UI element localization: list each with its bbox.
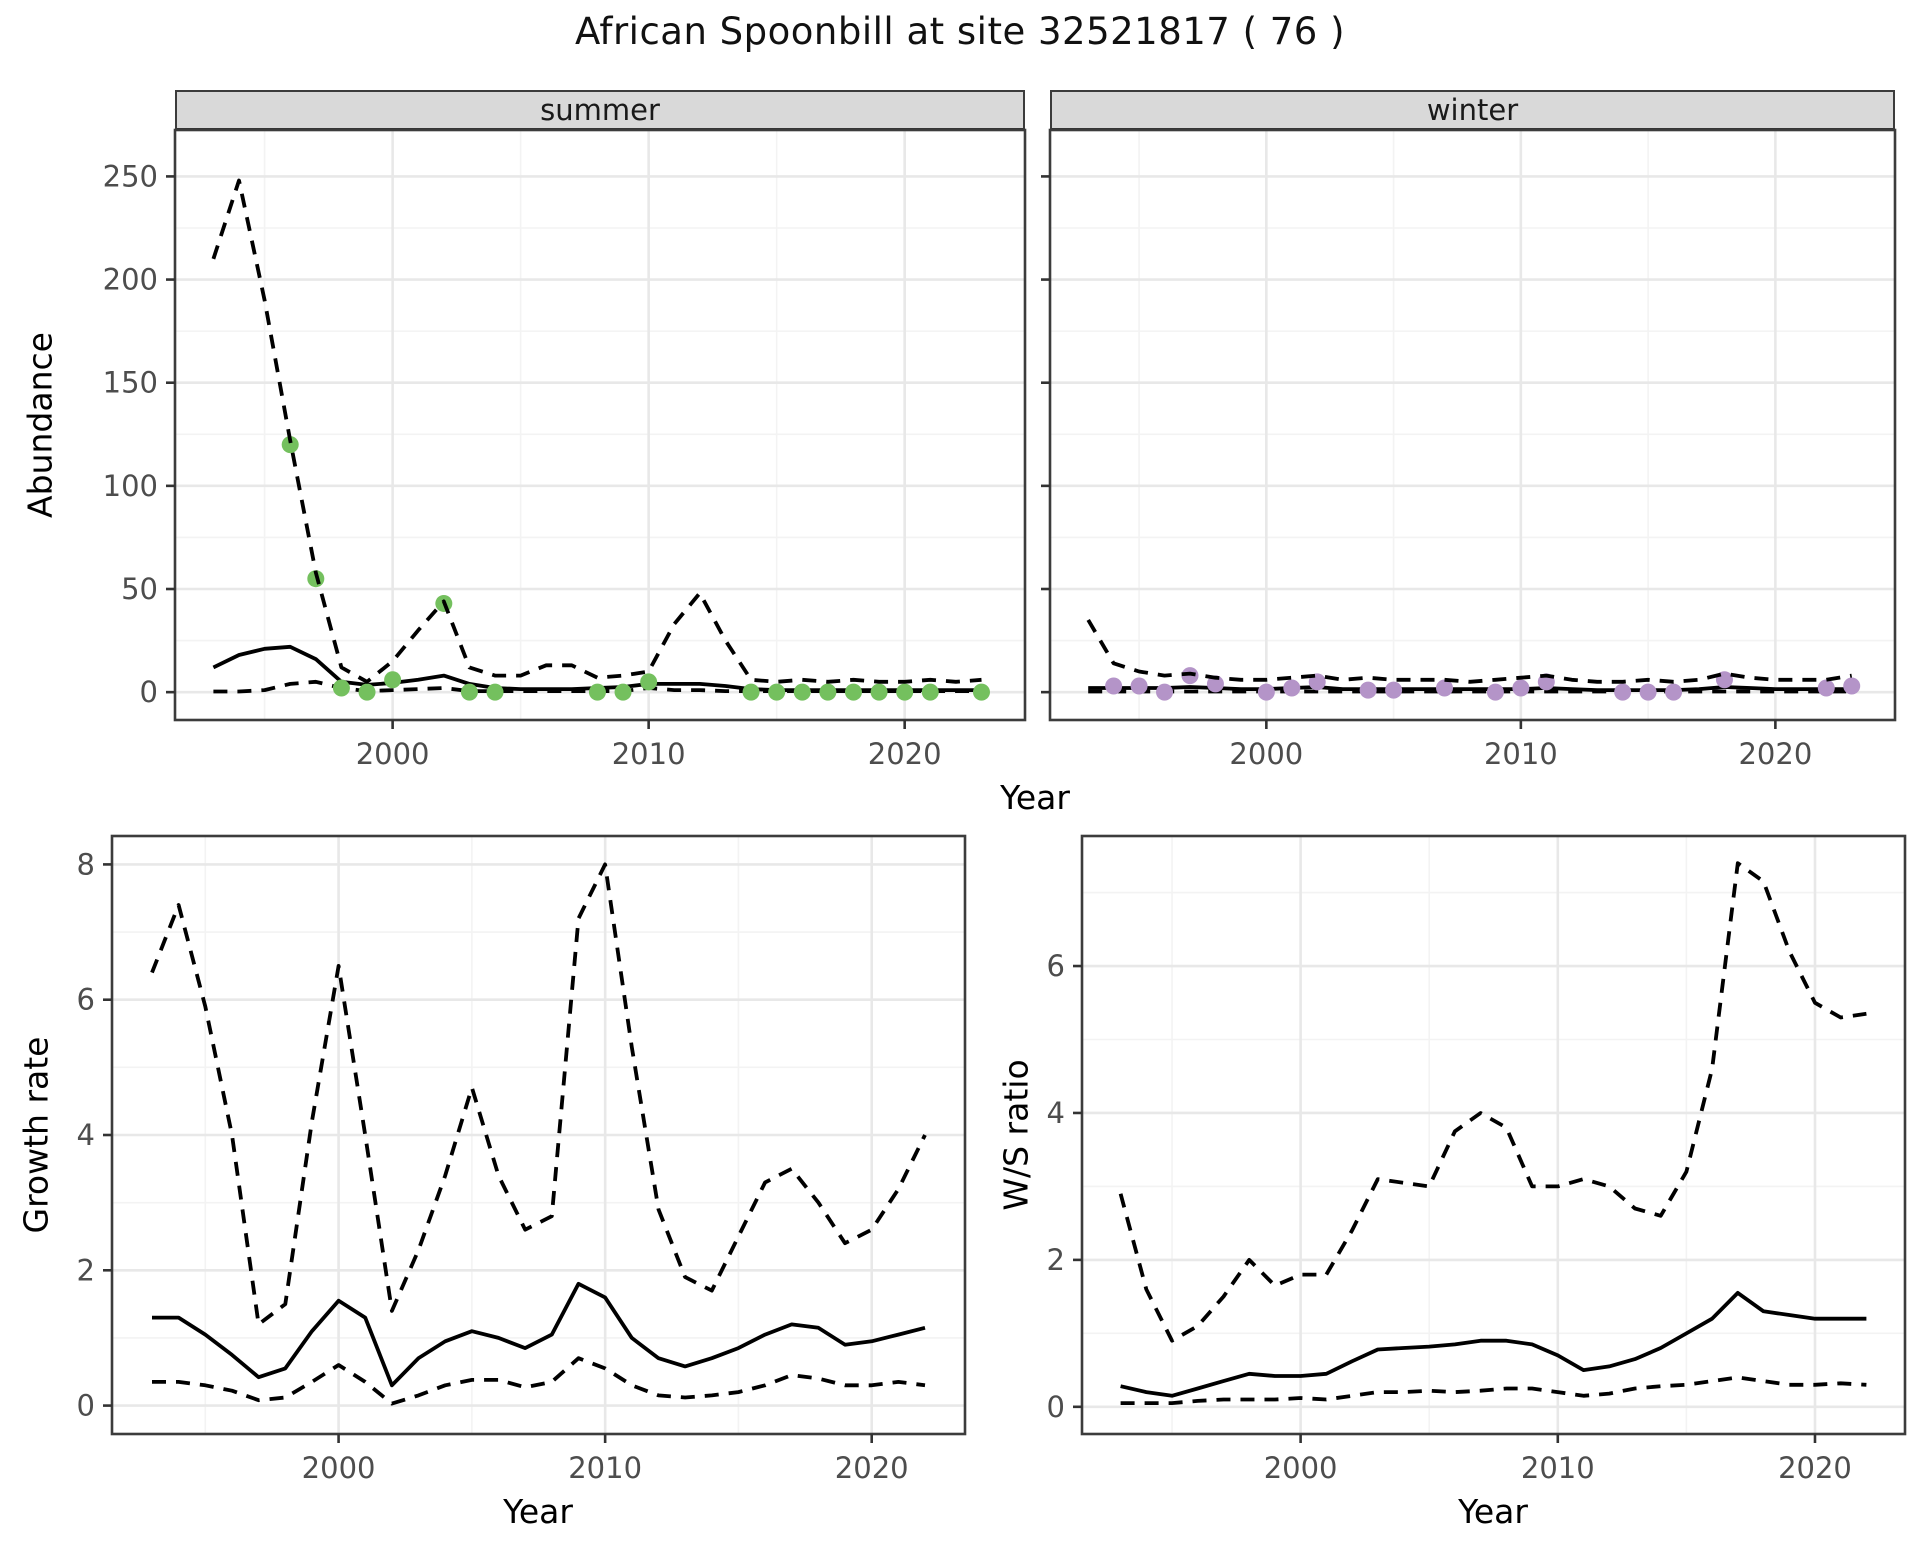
data-point [793,683,811,701]
x-tick-label: 2000 [302,1451,376,1485]
figure-title: African Spoonbill at site 32521817 ( 76 … [574,10,1346,53]
y-tick-label: 200 [103,263,158,297]
x-tick-label: 2010 [612,737,686,771]
data-point [742,683,760,701]
data-point [844,683,862,701]
x-tick-label: 2000 [1229,737,1303,771]
data-point [640,673,658,691]
x-axis-label-year-ws: Year [1458,1492,1528,1531]
facet-strip-winter: winter [1050,90,1895,132]
y-tick-label: 4 [1047,1096,1065,1130]
fit-line [152,1281,926,1388]
data-point [1206,675,1224,693]
x-tick-label: 2010 [1521,1451,1595,1485]
panel-border [173,128,1027,722]
data-point [921,683,939,701]
data-point [1665,683,1683,701]
facet-strip-summer: summer [175,90,1025,132]
facet-strip-summer-label: summer [540,93,660,127]
data-point [281,436,299,454]
data-point [460,683,478,701]
data-point [614,683,632,701]
data-point [1283,679,1301,697]
data-point [1843,677,1861,695]
data-point [588,683,606,701]
x-tick-label: 2020 [868,737,942,771]
y-tick-label: 0 [77,1389,95,1423]
y-tick-label: 100 [103,469,158,503]
y-tick-label: 0 [140,675,158,709]
x-tick-label: 2010 [1484,737,1558,771]
data-point [486,683,504,701]
data-point [1436,679,1454,697]
facet-strip-winter-label: winter [1426,93,1519,127]
y-tick-label: 4 [77,1118,95,1152]
data-point [1817,679,1835,697]
y-tick-label: 150 [103,366,158,400]
y-tick-label: 0 [1047,1390,1065,1424]
data-point [896,683,914,701]
y-tick-label: 2 [77,1253,95,1287]
data-point [819,683,837,701]
y-tick-label: 6 [77,983,95,1017]
x-tick-label: 2020 [1738,737,1812,771]
x-tick-label: 2000 [1264,1451,1338,1485]
y-tick-label: 250 [103,159,158,193]
panel-growth-rate: 2000 2010 2020 0 2 4 6 8 [77,834,967,1485]
data-point [1639,683,1657,701]
lower-ci-line [152,1356,926,1406]
y-tick-label: 2 [1047,1243,1065,1277]
panel-border [1080,834,1907,1436]
upper-ci-line [211,178,982,684]
x-axis-label-year-top: Year [1000,778,1070,817]
x-axis-label-year-growth: Year [503,1492,573,1531]
lower-ci-line [1120,1375,1867,1405]
data-point [1385,681,1403,699]
x-tick-label: 2020 [1778,1451,1852,1485]
x-tick-label: 2010 [568,1451,642,1485]
data-point [1181,667,1199,685]
panel-summer: 2000 2010 2020 0 50 100 150 200 250 [103,128,1027,771]
x-tick-label: 2020 [835,1451,909,1485]
data-point [1105,677,1123,695]
y-tick-label: 8 [77,847,95,881]
y-tick-label: 6 [1047,949,1065,983]
data-point [1130,677,1148,695]
upper-ci-line [150,862,927,1327]
upper-ci-line [1086,618,1853,684]
x-tick-label: 2000 [356,737,430,771]
upper-ci-line [1118,861,1867,1343]
y-tick-label: 50 [121,572,158,606]
data-point [768,683,786,701]
data-point [972,683,990,701]
panel-winter: 2000 2010 2020 [1041,128,1897,771]
data-point [1486,683,1504,701]
panel-border [1048,128,1897,722]
data-point [358,683,376,701]
data-point [1512,679,1530,697]
data-point [332,679,350,697]
fit-line [1120,1291,1867,1398]
panel-ws-ratio: 2000 2010 2020 0 2 4 6 [1047,834,1907,1485]
data-point [1156,683,1174,701]
data-point [870,683,888,701]
data-point [1257,683,1275,701]
data-point [1614,683,1632,701]
data-point [1359,681,1377,699]
data-point [384,671,402,689]
